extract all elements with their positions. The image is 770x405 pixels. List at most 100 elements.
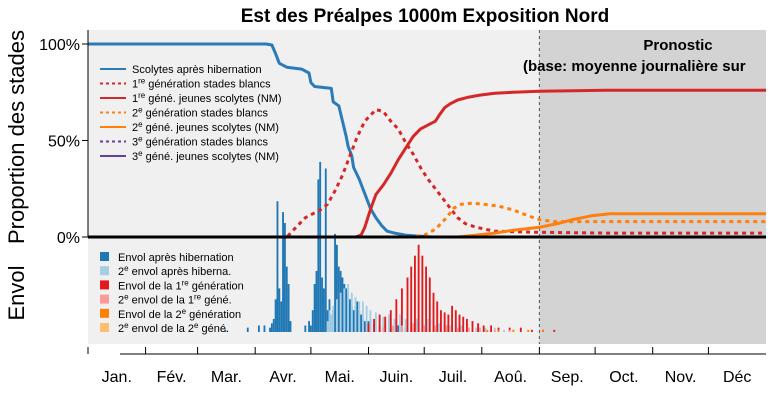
forecast-label-line2: (base: moyenne journalière sur bbox=[523, 58, 746, 75]
envol-bar bbox=[280, 301, 283, 332]
envol-bar bbox=[447, 314, 450, 332]
envol-bar bbox=[358, 301, 361, 332]
x-tick-label: Mai. bbox=[325, 369, 355, 386]
y-tick-label: 0% bbox=[57, 230, 80, 247]
envol-bar bbox=[460, 325, 463, 332]
forecast-label: Pronostic (base: moyenne journalière sur bbox=[523, 37, 746, 75]
y-tick-label: 100% bbox=[39, 37, 80, 54]
envol-bar bbox=[311, 310, 314, 332]
forecast-region bbox=[539, 30, 766, 344]
series-line-3 bbox=[88, 88, 766, 239]
envol-bar bbox=[395, 299, 398, 332]
envol-bar bbox=[324, 168, 327, 332]
envol-bar bbox=[330, 314, 333, 332]
legend-entry: 2e envol de la 2e géné. bbox=[118, 321, 229, 336]
envol-bar bbox=[410, 266, 413, 332]
legend-swatch bbox=[100, 308, 109, 318]
legend-entry: 2e envol après hiberna. bbox=[118, 264, 231, 279]
envol-bar bbox=[285, 266, 288, 332]
envol-bar bbox=[322, 288, 325, 332]
envol-bar bbox=[432, 292, 435, 332]
legend-swatch bbox=[100, 252, 109, 261]
envol-bar bbox=[417, 244, 420, 332]
envol-bar bbox=[436, 301, 439, 332]
envol-bar bbox=[343, 288, 346, 332]
envol-bar bbox=[412, 323, 414, 332]
envol-bar bbox=[493, 329, 496, 332]
envol-bar bbox=[274, 299, 277, 332]
y-axis: 100% 50% 0% bbox=[39, 30, 89, 247]
envol-bar bbox=[283, 223, 286, 332]
envol-bar bbox=[345, 288, 348, 332]
envol-bar bbox=[471, 321, 474, 332]
envol-bar bbox=[269, 327, 271, 332]
envol-bar bbox=[246, 327, 249, 332]
envol-bar bbox=[440, 310, 442, 332]
envol-bar bbox=[458, 314, 461, 332]
envol-bar bbox=[445, 325, 448, 332]
envol-bar bbox=[304, 325, 307, 332]
envol-bar bbox=[482, 325, 485, 332]
envol-bar bbox=[428, 277, 431, 332]
envol-bar bbox=[350, 292, 353, 332]
envol-bar bbox=[360, 314, 362, 332]
envol-bar bbox=[354, 297, 357, 332]
envol-bar bbox=[393, 318, 396, 332]
envol-bar bbox=[321, 277, 323, 332]
envol-bar bbox=[443, 312, 446, 332]
envol-bar bbox=[335, 299, 338, 332]
legend-entry: 1re génération stades blancs bbox=[132, 76, 271, 91]
legend-entry: 2e géné. jeunes scolytes (NM) bbox=[132, 120, 279, 135]
envol-bar bbox=[503, 329, 506, 332]
legend-swatch bbox=[100, 323, 109, 332]
series-line-1 bbox=[88, 42, 766, 239]
envol-bar bbox=[434, 325, 437, 332]
envol-bar bbox=[326, 321, 329, 332]
x-tick-label: Avr. bbox=[269, 369, 296, 386]
envol-bar bbox=[356, 301, 359, 332]
envol-bar bbox=[484, 327, 487, 332]
envol-bar bbox=[512, 329, 515, 332]
envol-bar bbox=[334, 233, 336, 332]
envol-bar bbox=[462, 316, 465, 332]
envol-bar bbox=[384, 316, 387, 332]
envol-bar bbox=[328, 310, 331, 332]
envol-bar bbox=[413, 255, 416, 332]
envol-bar bbox=[317, 179, 320, 332]
envol-bar bbox=[365, 305, 368, 332]
envol-bar bbox=[400, 325, 403, 332]
envol-bar bbox=[527, 329, 530, 332]
envol-bar bbox=[257, 325, 260, 332]
envol-bar bbox=[466, 318, 468, 332]
x-tick-label: Jan. bbox=[102, 369, 132, 386]
legend-entry: 1re géné. jeunes scolytes (NM) bbox=[132, 91, 282, 106]
envol-bar bbox=[449, 325, 452, 332]
legend-swatch bbox=[100, 294, 109, 304]
envol-bar bbox=[339, 292, 342, 332]
envol-bar bbox=[387, 314, 390, 332]
envol-bar bbox=[389, 310, 392, 332]
envol-bar bbox=[438, 323, 441, 332]
envol-bar bbox=[406, 277, 409, 332]
envol-bar bbox=[335, 244, 338, 332]
envol-bar bbox=[531, 329, 533, 332]
chart-title: Est des Préalpes 1000m Exposition Nord bbox=[241, 6, 610, 27]
envol-bar bbox=[369, 310, 372, 332]
x-tick-label: Fév. bbox=[157, 369, 187, 386]
legend-entry: Scolytes après hibernation bbox=[132, 64, 262, 76]
envol-bar bbox=[287, 284, 290, 332]
envol-bar bbox=[490, 325, 493, 332]
ylabel-top: Proportion des stades bbox=[4, 30, 29, 244]
x-tick-label: Nov. bbox=[665, 369, 697, 386]
envol-bar bbox=[404, 318, 407, 332]
envol-bar bbox=[508, 329, 511, 332]
envol-bar bbox=[278, 288, 281, 332]
envol-bar bbox=[361, 301, 364, 332]
envol-bar bbox=[367, 323, 370, 332]
envol-bar bbox=[341, 277, 344, 332]
envol-bar bbox=[282, 212, 284, 332]
legend-entry: 3e génération stades blancs bbox=[132, 134, 268, 149]
series-line-2 bbox=[88, 108, 766, 239]
